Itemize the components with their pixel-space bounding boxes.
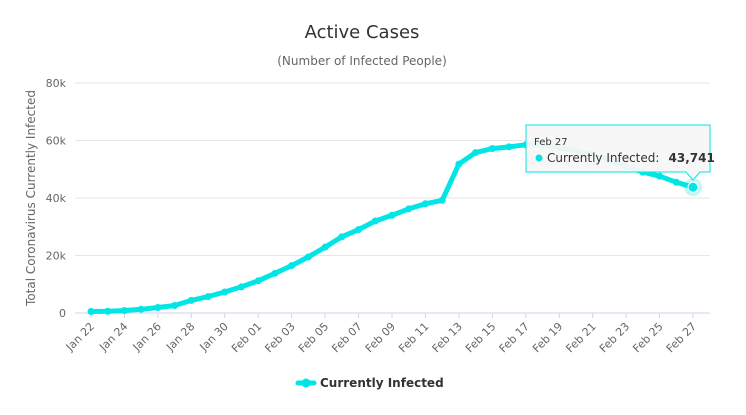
x-tick-label: Feb 11 [396,320,431,355]
y-tick-label: 80k [46,77,67,90]
x-tick-label: Feb 03 [262,320,297,355]
tooltip-value: 43,741 [669,151,715,165]
data-point[interactable] [355,226,363,234]
y-tick-label: 60k [46,135,67,148]
x-tick-label: Feb 27 [664,320,699,355]
x-tick-label: Feb 23 [597,320,632,355]
data-point[interactable] [87,308,95,316]
x-tick-label: Feb 25 [630,320,665,355]
data-point[interactable] [321,243,329,251]
data-point[interactable] [304,253,312,261]
data-point[interactable] [488,145,496,153]
data-point[interactable] [438,196,446,204]
data-point[interactable] [137,305,145,313]
grid-lines [75,82,710,314]
data-point[interactable] [254,277,262,285]
y-tick-label: 20k [46,250,67,263]
legend-item-currently-infected[interactable]: Currently Infected [295,376,444,390]
x-tick-label: Jan 26 [130,320,164,354]
x-tick-label: Jan 22 [63,320,97,354]
tooltip-box [525,124,711,181]
chart-subtitle: (Number of Infected People) [277,54,447,68]
data-point[interactable] [388,211,396,219]
x-tick-label: Feb 17 [497,320,532,355]
x-tick-label: Feb 21 [563,320,598,355]
x-tick-label: Jan 30 [197,320,231,354]
data-point[interactable] [672,178,680,186]
data-point[interactable] [171,302,179,310]
data-point[interactable] [288,262,296,270]
data-point[interactable] [405,205,413,213]
tooltip-series-dot [535,154,543,162]
tooltip-date: Feb 27 [534,137,568,148]
x-tick-label: Feb 05 [296,320,331,355]
tooltip: Feb 27 Currently Infected: 43,741 [525,124,715,181]
x-tick-label: Feb 15 [463,320,498,355]
data-point[interactable] [338,233,346,241]
legend-label: Currently Infected [320,376,444,390]
y-tick-label: 40k [46,192,67,205]
tooltip-text: Currently Infected: 43,741 [547,147,715,166]
x-tick-label: Feb 19 [530,320,565,355]
data-point[interactable] [271,269,279,277]
legend-marker [301,378,311,388]
data-point[interactable] [656,172,664,180]
data-point[interactable] [455,160,463,168]
data-point[interactable] [238,283,245,291]
data-point[interactable] [154,304,162,312]
data-point[interactable] [221,288,229,296]
x-tick-label: Feb 09 [363,320,398,355]
data-point[interactable] [421,200,429,208]
data-point[interactable] [204,293,212,301]
data-point[interactable] [472,149,480,157]
x-tick-label: Jan 28 [163,320,197,354]
x-tick-label: Feb 07 [329,320,364,355]
tooltip-label: Currently Infected: [547,151,659,165]
x-tick-label: Feb 13 [430,320,465,355]
y-axis-label: Total Coronavirus Currently Infected [24,90,38,307]
data-point[interactable] [120,307,128,315]
hovered-data-point[interactable] [687,181,699,193]
x-tick-label: Feb 01 [229,320,264,355]
x-tick-label: Jan 24 [96,320,130,354]
data-point[interactable] [371,217,379,225]
data-point[interactable] [505,143,513,151]
data-point[interactable] [104,307,112,315]
chart-title: Active Cases [305,22,420,43]
data-point[interactable] [187,296,195,304]
y-axis-ticks: 0 20k 40k 60k 80k [46,77,67,320]
y-tick-label: 0 [59,307,66,320]
